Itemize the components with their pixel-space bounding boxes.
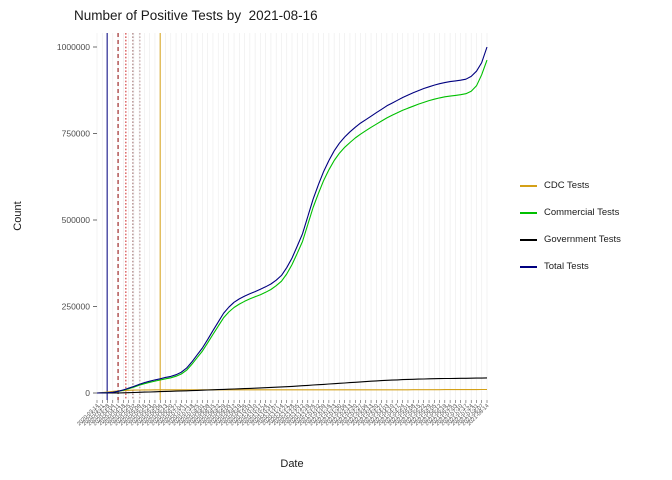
series-line-government-tests — [97, 377, 488, 394]
series-line-commercial-tests — [96, 59, 488, 394]
reference-vlines — [106, 33, 161, 400]
series-line-total-tests — [96, 46, 488, 394]
legend-item-total-tests: Total Tests — [520, 261, 621, 272]
legend-item-commercial-tests: Commercial Tests — [520, 207, 621, 218]
series-line-cdc-tests — [96, 388, 487, 394]
x-axis: 2020-03-142020-03-212020-03-282020-04-04… — [76, 400, 490, 427]
y-tick-label: 500000 — [62, 215, 91, 225]
y-tick-label: 250000 — [62, 302, 91, 312]
chart-title: Number of Positive Tests by 2021-08-16 — [74, 8, 318, 23]
legend-key-line-icon — [520, 211, 537, 214]
y-axis: 0 250000 500000 750000 1000000 — [57, 42, 97, 398]
legend-item-government-tests: Government Tests — [520, 234, 621, 245]
legend: CDC Tests Commercial Tests Government Te… — [520, 180, 621, 272]
legend-key-line-icon — [520, 265, 537, 268]
x-axis-title: Date — [280, 458, 304, 470]
legend-label: CDC Tests — [544, 180, 590, 191]
legend-item-cdc-tests: CDC Tests — [520, 180, 621, 191]
legend-label: Commercial Tests — [544, 207, 620, 218]
y-tick-label: 750000 — [62, 129, 91, 139]
y-tick-label: 1000000 — [57, 42, 90, 52]
legend-label: Government Tests — [544, 234, 621, 245]
legend-key-line-icon — [520, 184, 537, 187]
y-tick-label: 0 — [85, 388, 90, 398]
series-lines — [96, 46, 488, 394]
gridlines — [96, 33, 488, 400]
legend-label: Total Tests — [544, 261, 589, 272]
legend-key-line-icon — [520, 238, 537, 241]
